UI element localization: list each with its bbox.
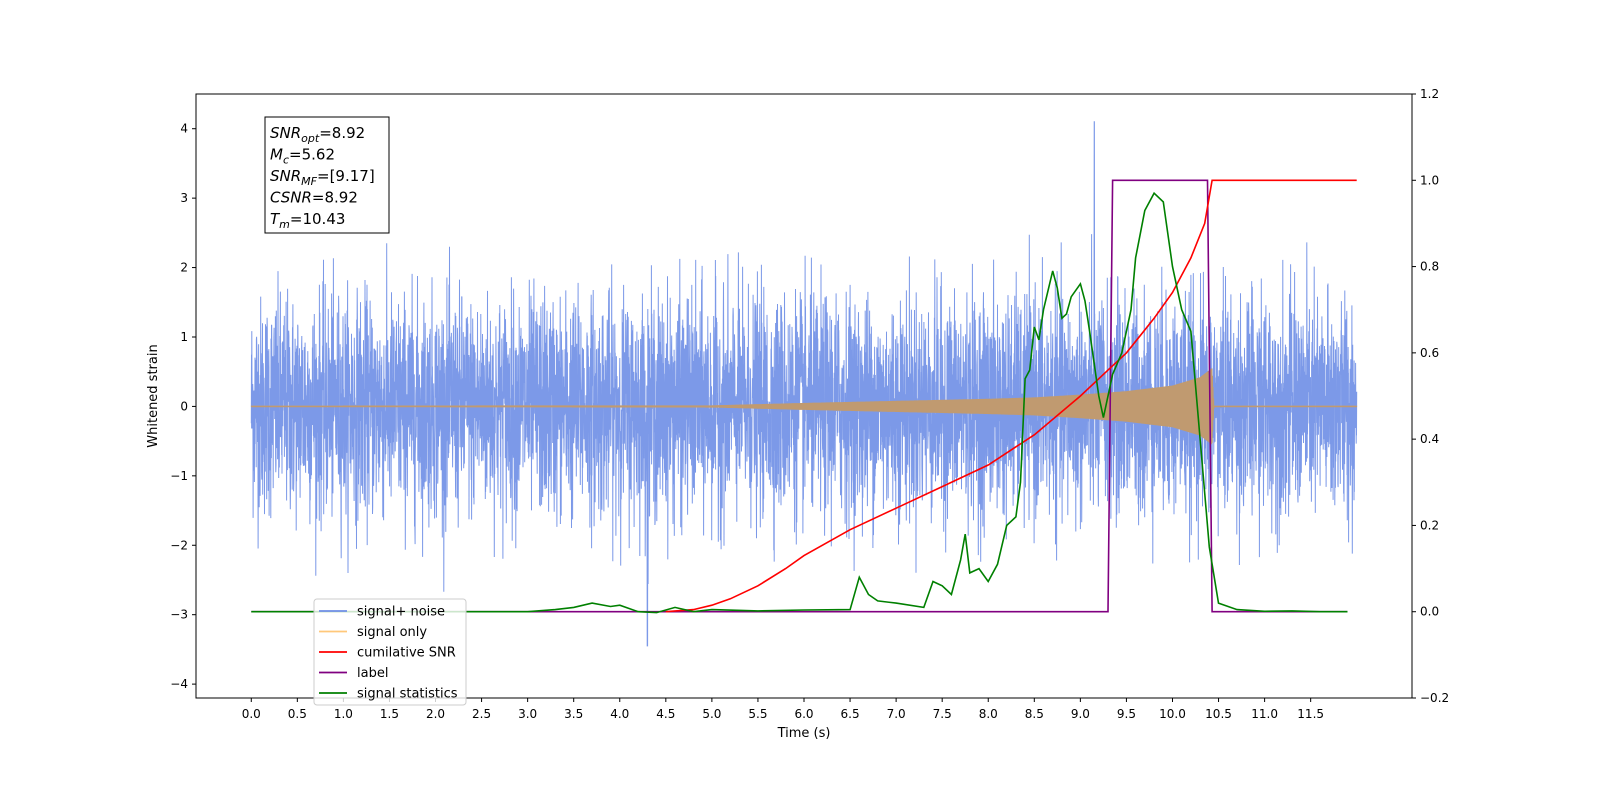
left-y-tick-label: −1 [170,469,188,483]
x-tick-label: 9.5 [1117,707,1136,721]
right-y-tick-label: 0.4 [1420,432,1439,446]
x-tick-label: 4.0 [610,707,629,721]
x-tick-label: 2.0 [426,707,445,721]
x-tick-label: 10.0 [1159,707,1186,721]
x-tick-label: 11.5 [1297,707,1324,721]
legend-label: signal statistics [357,687,458,702]
left-y-tick-label: −3 [170,608,188,622]
x-tick-label: 2.5 [472,707,491,721]
annotation-line: Mc=5.62 [270,146,335,167]
x-tick-label: 0.0 [242,707,261,721]
x-tick-label: 3.5 [564,707,583,721]
legend-frame [313,598,467,706]
left-y-tick-label: −4 [170,677,188,691]
left-y-tick-label: 4 [180,122,188,136]
annotation-line: Tm=10.43 [270,210,345,231]
series-signal-noise [250,121,1358,647]
x-tick-label: 7.0 [887,707,906,721]
x-tick-label: 1.5 [380,707,399,721]
x-axis: 0.0 0.5 1.0 1.5 2.0 2.5 3.0 3.5 4.0 4.5 5.0 5.5 6.0 6… [242,698,1324,721]
right-y-axis: −0.2 0.0 0.2 0.4 0.6 0.8 1.0 1.2 [1412,87,1449,705]
series-cumulative-snr [665,179,1357,613]
x-tick-label: 8.0 [979,707,998,721]
line-series-layer [251,179,1357,614]
x-tick-label: 5.5 [748,707,767,721]
x-tick-label: 6.5 [841,707,860,721]
left-y-tick-label: 2 [180,261,188,275]
annotation-line: SNRMF=[9.17] [270,167,375,188]
right-y-tick-label: 1.2 [1420,87,1439,101]
legend-label: cumilative SNR [357,646,456,661]
annotation-line: CSNR=8.92 [270,189,358,207]
series-label [251,179,1348,613]
legend-item: label [319,666,388,681]
legend-item: cumilative SNR [319,646,456,661]
right-y-tick-label: 0.0 [1420,605,1439,619]
legend-item: signal only [319,625,427,640]
legend-label: signal+ noise [357,605,445,620]
x-tick-label: 8.5 [1025,707,1044,721]
noise-series-layer [250,121,1358,647]
annotation-line: SNRopt=8.92 [270,124,365,145]
legend-item: signal+ noise [319,605,445,620]
x-tick-label: 5.0 [702,707,721,721]
x-tick-label: 11.0 [1251,707,1278,721]
x-axis-label: Time (s) [777,726,831,741]
legend: signal+ noise signal only cumilative SNR la… [313,598,467,706]
x-tick-label: 0.5 [288,707,307,721]
x-tick-label: 4.5 [656,707,675,721]
right-y-tick-label: 1.0 [1420,173,1439,187]
series-signal-statistics [251,191,1348,614]
annotation-frame [264,116,390,234]
legend-item: signal statistics [319,687,458,702]
right-y-tick-label: 0.8 [1420,260,1439,274]
left-y-tick-label: 3 [180,191,188,205]
legend-label: label [357,666,388,681]
x-tick-label: 10.5 [1205,707,1232,721]
series-signal-only [250,368,1358,445]
right-y-tick-label: −0.2 [1420,691,1449,705]
x-tick-label: 3.0 [518,707,537,721]
x-tick-label: 7.5 [933,707,952,721]
x-tick-label: 6.0 [794,707,813,721]
legend-label: signal only [357,625,427,640]
right-y-tick-label: 0.6 [1420,346,1439,360]
left-y-tick-label: 1 [180,330,188,344]
left-y-axis: −4 −3 −2 −1 0 1 2 3 4 [170,122,196,691]
signal-only-layer [250,368,1358,445]
y-axis-label: Whitened strain [146,344,161,447]
x-tick-label: 9.0 [1071,707,1090,721]
left-y-tick-label: 0 [180,399,188,413]
x-tick-label: 1.0 [334,707,353,721]
right-y-tick-label: 0.2 [1420,518,1439,532]
left-y-tick-label: −2 [170,538,188,552]
